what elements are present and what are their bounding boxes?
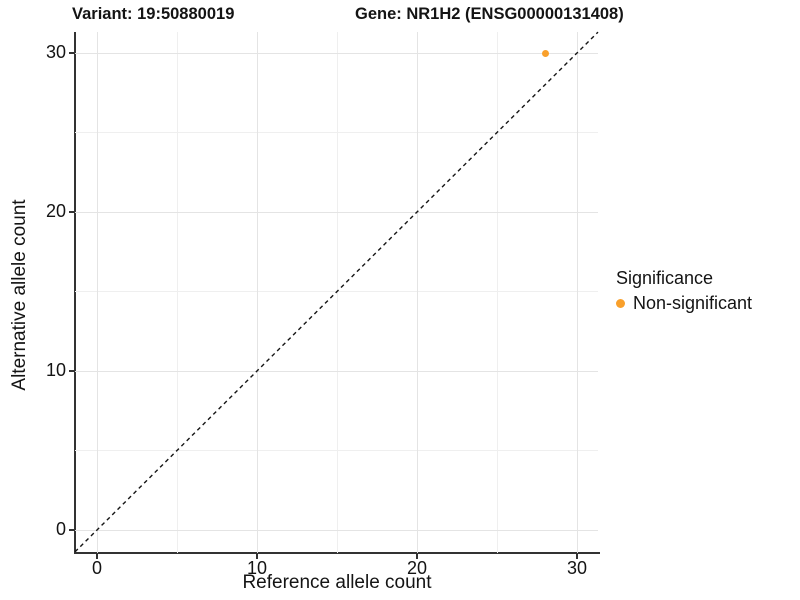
y-axis-title: Alternative allele count xyxy=(9,199,30,391)
x-axis-line xyxy=(73,552,600,554)
data-point xyxy=(541,49,549,57)
x-minor-gridline xyxy=(496,32,498,553)
y-axis-tick xyxy=(69,529,75,531)
y-axis-tick xyxy=(69,370,75,372)
y-major-gridline xyxy=(75,529,598,531)
x-minor-gridline xyxy=(176,32,178,553)
y-minor-gridline xyxy=(75,450,598,451)
y-axis-tick xyxy=(69,211,75,213)
legend-entry-label: Non-significant xyxy=(633,293,753,313)
x-major-gridline xyxy=(256,32,258,553)
identity-line xyxy=(74,31,599,553)
plot-panel: 0 10 20 30 0 10 20 30 xyxy=(46,31,599,578)
y-major-gridline xyxy=(75,52,598,54)
y-axis-line xyxy=(73,32,76,554)
x-tick-label: 10 xyxy=(246,558,268,578)
legend: Significance Non-significant xyxy=(616,268,752,314)
x-tick-label: 0 xyxy=(91,558,103,578)
y-tick-label: 0 xyxy=(55,519,66,540)
y-tick-label: 20 xyxy=(45,201,66,222)
x-axis-tick xyxy=(576,553,578,559)
y-axis-tick xyxy=(69,52,75,54)
x-minor-gridline xyxy=(336,32,338,553)
y-major-gridline xyxy=(75,211,598,213)
y-minor-gridline xyxy=(75,132,598,133)
x-major-gridline xyxy=(416,32,418,553)
x-axis-tick xyxy=(96,553,98,559)
plot-title-variant: Variant: 19:50880019 xyxy=(72,5,235,23)
x-major-gridline xyxy=(96,32,98,553)
legend-entry: Non-significant xyxy=(616,293,752,314)
x-axis-title: Reference allele count xyxy=(242,572,432,593)
x-axis-tick xyxy=(416,553,418,559)
plot-title-gene: Gene: NR1H2 (ENSG00000131408) xyxy=(355,5,624,23)
legend-title: Significance xyxy=(616,268,714,288)
legend-point-icon xyxy=(616,299,625,308)
x-tick-label: 30 xyxy=(566,558,588,578)
y-tick-label: 10 xyxy=(45,360,66,381)
x-axis-tick xyxy=(256,553,258,559)
y-tick-label: 30 xyxy=(45,42,66,63)
x-tick-label: 20 xyxy=(406,558,428,578)
y-major-gridline xyxy=(75,370,598,372)
x-major-gridline xyxy=(576,32,578,553)
